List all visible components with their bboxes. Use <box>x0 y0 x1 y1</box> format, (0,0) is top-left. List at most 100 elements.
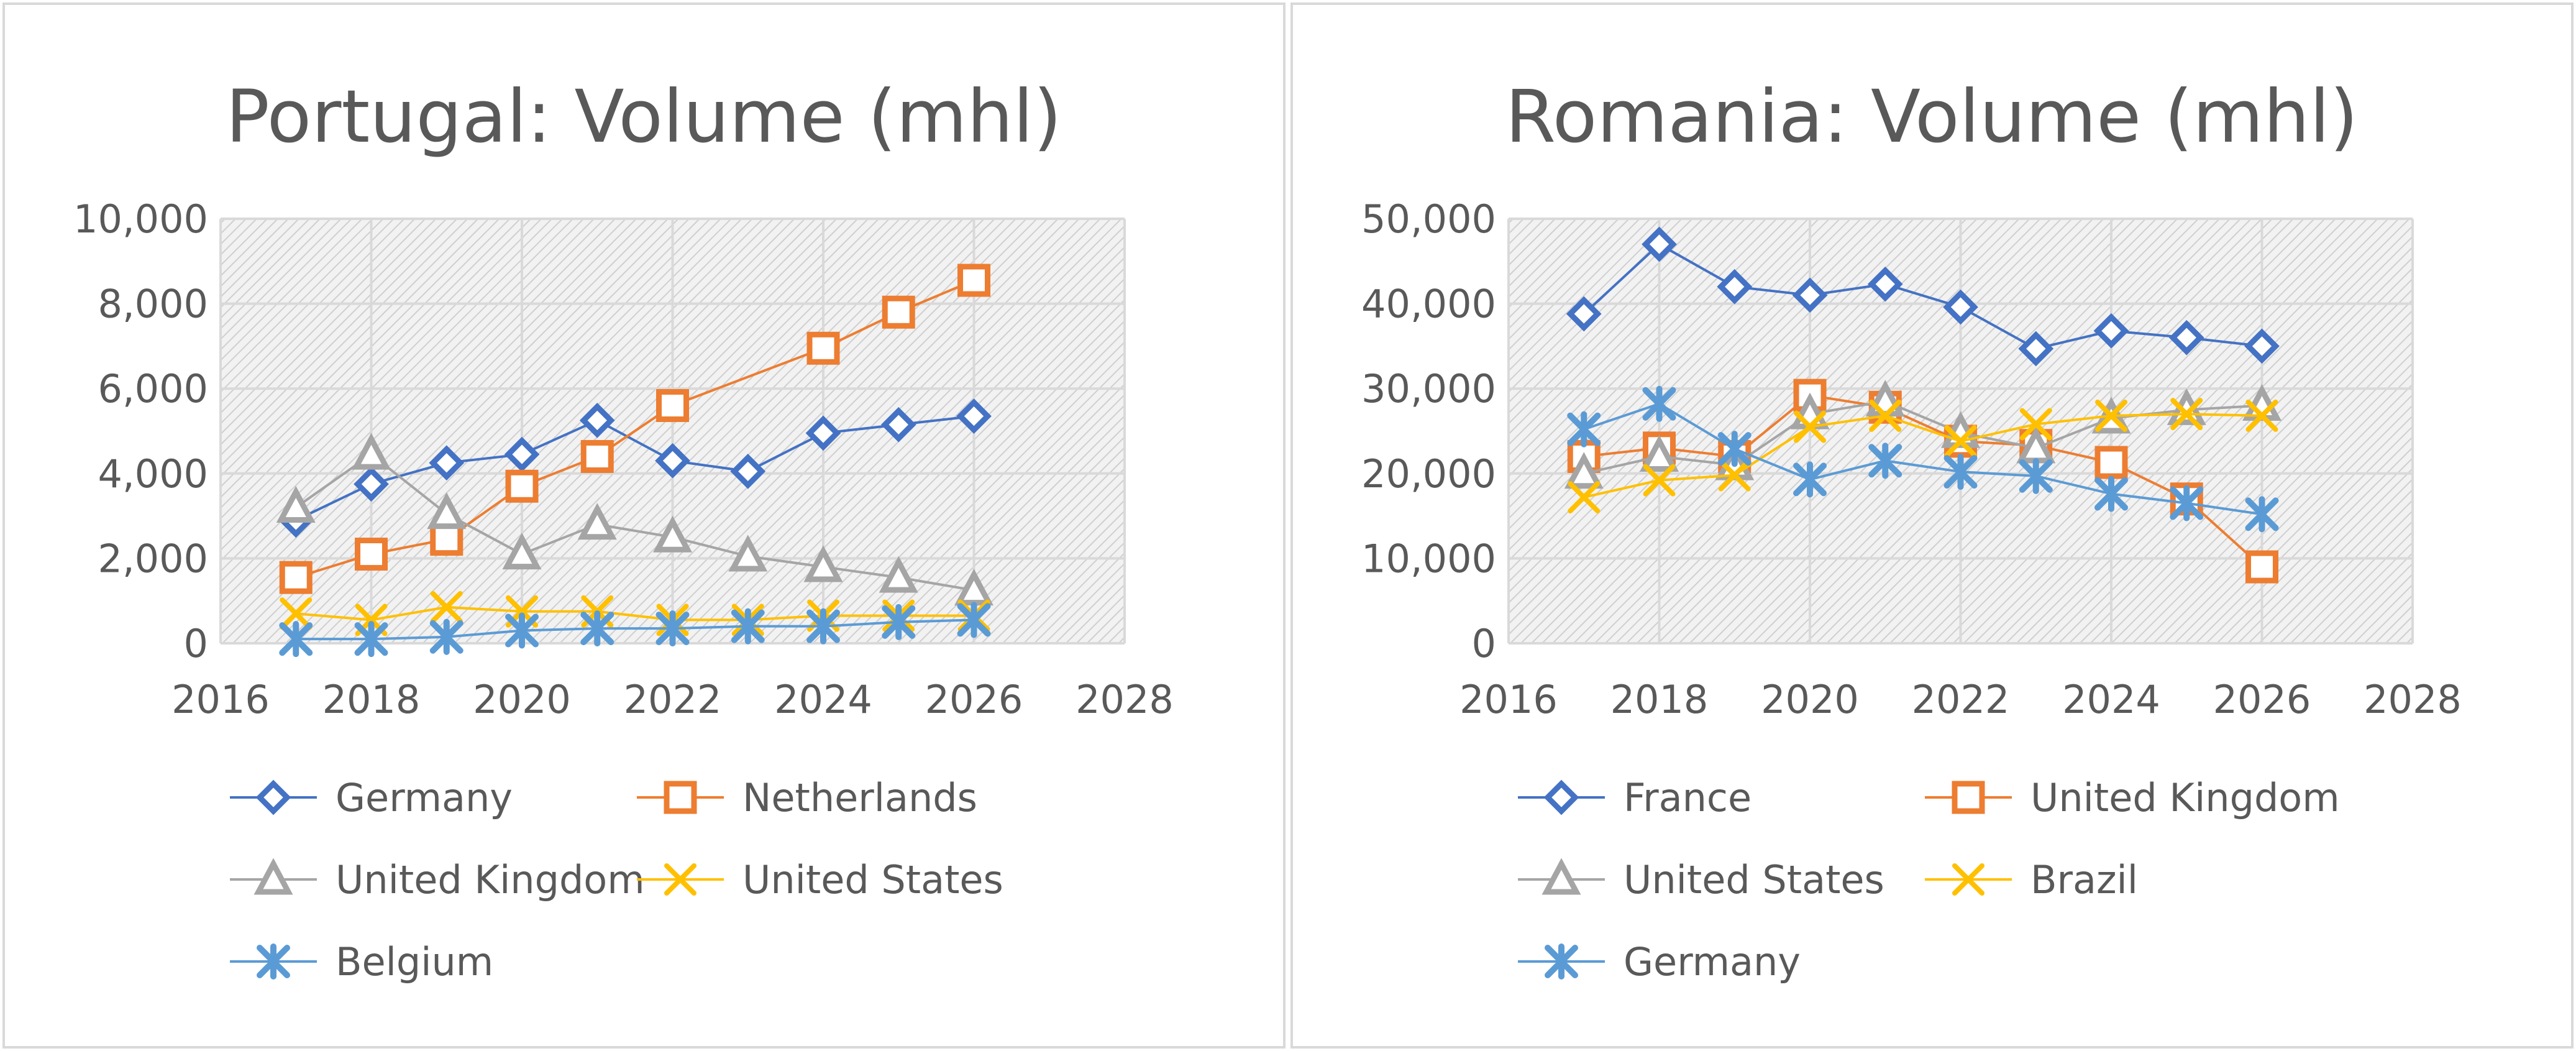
data-point <box>2019 408 2052 441</box>
data-point <box>279 561 313 594</box>
legend-item-united-states: United States <box>637 857 1003 902</box>
data-point <box>430 590 463 623</box>
legend-symbol <box>230 858 317 895</box>
x-tick-label: 2022 <box>624 677 722 722</box>
x-tick-label: 2028 <box>2364 677 2462 722</box>
data-point <box>656 389 689 423</box>
data-point <box>806 331 840 365</box>
data-point <box>502 533 542 570</box>
legend-marker <box>255 779 291 815</box>
chart-panel-romania: Romania: Volume (mhl) 0 10,000 20,000 30… <box>1288 0 2576 1051</box>
x-tick-label: 2018 <box>1610 677 1709 722</box>
data-point <box>429 445 465 481</box>
data-point <box>580 610 614 647</box>
legend-symbol <box>1518 858 1605 895</box>
legend-label: United States <box>742 857 1003 902</box>
y-tick-label: 50,000 <box>1361 196 1496 242</box>
data-point <box>2168 319 2204 356</box>
data-point <box>1718 459 1751 492</box>
legend-label: United States <box>1624 857 1884 902</box>
y-tick-label: 2,000 <box>98 536 209 581</box>
data-point <box>1794 410 1826 443</box>
legend-label: United Kingdom <box>336 857 645 902</box>
legend-item-brazil: Brazil <box>1925 857 2138 902</box>
legend-symbol <box>230 779 317 815</box>
legend-symbol <box>230 943 317 980</box>
y-tick-label: 6,000 <box>98 366 209 411</box>
data-point <box>430 523 464 556</box>
data-point <box>655 443 690 479</box>
x-tick-label: 2020 <box>1761 677 1859 722</box>
y-axis-ticks: 0 2,000 4,000 6,000 8,000 10,000 <box>73 196 208 666</box>
data-point <box>354 621 388 658</box>
legend-label: Germany <box>1624 939 1801 984</box>
legend-label: Brazil <box>2030 857 2138 902</box>
legend: France United Kingdom United States Braz… <box>1518 775 2340 984</box>
y-tick-label: 4,000 <box>98 451 209 497</box>
legend-item-netherlands: Netherlands <box>637 775 977 820</box>
legend-symbol <box>637 863 724 896</box>
chart-panel-portugal: Portugal: Volume (mhl) 0 2,000 4,000 6,0… <box>2 2 1286 1049</box>
portugal-volume-chart: Portugal: Volume (mhl) 0 2,000 4,000 6,0… <box>2 2 1286 1049</box>
legend-symbol <box>1925 781 2012 814</box>
legend-symbol <box>637 781 724 814</box>
data-point <box>882 295 915 329</box>
x-axis-ticks: 2016 2018 2020 2022 2024 2026 2028 <box>171 677 1174 722</box>
data-point <box>505 469 539 503</box>
legend-marker <box>664 863 697 896</box>
series-line <box>1583 413 2262 498</box>
legend-item-germany: Germany <box>1518 939 1801 984</box>
data-point <box>2019 457 2053 494</box>
data-point <box>579 403 615 438</box>
data-point <box>728 535 768 572</box>
y-tick-label: 0 <box>1472 621 1496 666</box>
data-point <box>2245 399 2278 432</box>
data-point <box>1943 454 1978 490</box>
data-point <box>279 621 313 658</box>
legend-marker <box>1952 863 1985 896</box>
x-tick-label: 2016 <box>171 677 270 722</box>
series-netherlands <box>279 264 990 594</box>
legend-marker <box>1545 943 1578 980</box>
legend-item-united-kingdom: United Kingdom <box>1925 775 2340 820</box>
y-tick-label: 10,000 <box>73 196 208 242</box>
series-germany <box>1567 385 2279 533</box>
data-point <box>1566 296 1602 332</box>
legend-marker <box>253 858 293 895</box>
data-point <box>1867 266 1903 302</box>
data-point <box>2093 313 2129 349</box>
x-tick-label: 2028 <box>1076 677 1174 722</box>
data-point <box>1717 268 1753 305</box>
x-tick-label: 2026 <box>2213 677 2311 722</box>
legend-item-united-kingdom: United Kingdom <box>230 857 645 902</box>
data-point <box>2170 398 2203 431</box>
chart-title: Portugal: Volume (mhl) <box>226 74 1061 159</box>
series-brazil <box>1568 398 2278 514</box>
x-tick-label: 2022 <box>1912 677 2010 722</box>
data-point <box>429 618 464 655</box>
data-point <box>731 608 765 645</box>
data-point <box>427 492 467 530</box>
series-united-kingdom <box>276 433 993 606</box>
legend-label: United Kingdom <box>2030 775 2340 820</box>
romania-volume-chart: Romania: Volume (mhl) 0 10,000 20,000 30… <box>1290 2 2574 1049</box>
legend-marker <box>664 781 697 814</box>
chart-title: Romania: Volume (mhl) <box>1505 74 2359 159</box>
data-point <box>1944 425 1977 457</box>
series-france <box>1566 226 2280 367</box>
data-series <box>1564 226 2281 584</box>
data-point <box>280 597 313 630</box>
legend-label: Netherlands <box>742 775 977 820</box>
data-point <box>355 538 388 571</box>
series-germany <box>278 398 992 538</box>
data-point <box>805 415 841 451</box>
data-point <box>803 545 843 582</box>
data-point <box>879 556 918 593</box>
legend-marker <box>1952 781 1985 814</box>
data-point <box>577 503 617 540</box>
data-point <box>1642 226 1677 262</box>
legend-label: France <box>1624 775 1752 820</box>
series-line <box>1583 402 2262 516</box>
data-point <box>1643 464 1676 497</box>
legend-item-united-states: United States <box>1518 857 1884 902</box>
